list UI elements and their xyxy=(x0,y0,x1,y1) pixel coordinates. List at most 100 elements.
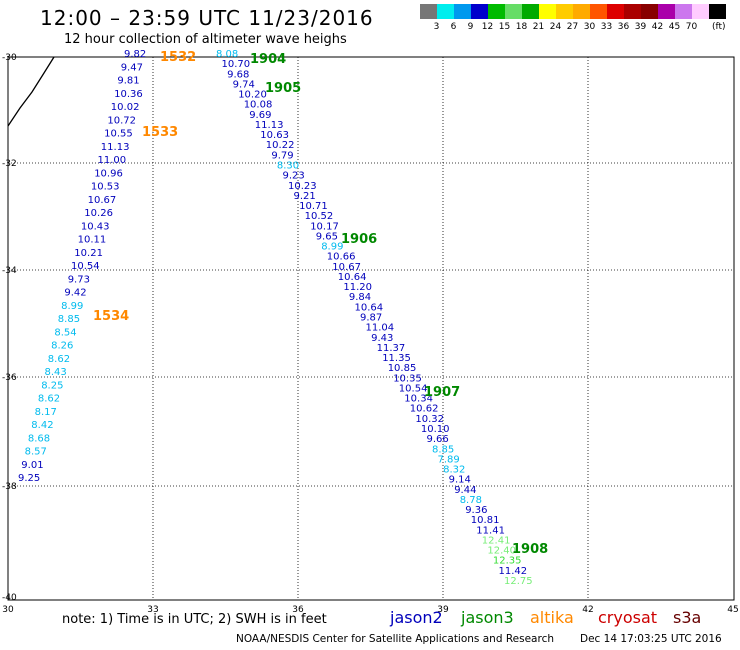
scale-label: 30 xyxy=(583,22,596,32)
color-swatch xyxy=(488,4,505,19)
swh-value: 8.43 xyxy=(45,367,67,378)
color-swatch xyxy=(709,4,726,19)
color-swatch xyxy=(573,4,590,19)
swh-value: 9.21 xyxy=(294,191,316,202)
swh-value: 11.13 xyxy=(101,142,130,153)
swh-value: 10.11 xyxy=(78,235,107,246)
swh-value: 10.63 xyxy=(260,130,289,141)
swh-value: 9.69 xyxy=(249,110,271,121)
swh-value: 11.13 xyxy=(255,120,284,131)
swh-value: 10.70 xyxy=(222,59,251,70)
scale-label: 12 xyxy=(481,22,494,32)
map-grid xyxy=(8,57,734,600)
swh-value: 8.30 xyxy=(277,161,299,172)
lat-tick-label: -38 xyxy=(2,482,17,492)
color-swatch xyxy=(556,4,573,19)
swh-value: 10.22 xyxy=(266,140,295,151)
scale-label: 3 xyxy=(433,22,440,32)
satellite-tracks: 9.82 9.47 9.81 10.36 10.02 10.72 10.55 11.13 11.… xyxy=(18,49,533,587)
swh-value: 9.68 xyxy=(227,69,249,80)
swh-value: 10.54 xyxy=(399,383,428,394)
lon-tick-label: 36 xyxy=(292,605,304,615)
swh-value: 8.99 xyxy=(61,301,83,312)
swh-value: 9.74 xyxy=(233,79,255,90)
scale-label: 21 xyxy=(532,22,545,32)
swh-value: 10.72 xyxy=(107,115,136,126)
swh-value: 11.41 xyxy=(476,525,505,536)
scale-label: 27 xyxy=(566,22,579,32)
swh-value: 10.53 xyxy=(91,182,120,193)
swh-value: 12.41 xyxy=(482,536,511,547)
swh-value: 12.75 xyxy=(504,576,533,587)
swh-value: 8.08 xyxy=(216,49,238,60)
pass-number-label: 1532 xyxy=(160,50,196,65)
swh-value: 8.32 xyxy=(443,465,465,476)
swh-value: 10.43 xyxy=(81,221,110,232)
swh-value: 10.20 xyxy=(238,90,267,101)
color-swatch xyxy=(539,4,556,19)
swh-value: 9.44 xyxy=(454,485,476,496)
swh-value: 9.14 xyxy=(449,475,471,486)
swh-value: 8.99 xyxy=(321,242,343,253)
color-swatch xyxy=(454,4,471,19)
color-swatch xyxy=(641,4,658,19)
pass-number-label: 1904 xyxy=(250,52,286,67)
pass-number-label: 1533 xyxy=(142,125,178,140)
pass-labels: 1532 1533 1534 1904 1905 1906 1907 1908 xyxy=(93,50,548,557)
swh-value: 9.23 xyxy=(283,171,305,182)
swh-value: 10.08 xyxy=(244,100,273,111)
color-swatch xyxy=(658,4,675,19)
scale-label: 36 xyxy=(617,22,630,32)
legend-altika: altika xyxy=(530,608,574,627)
swh-value: 10.64 xyxy=(355,302,384,313)
pass-number-label: 1908 xyxy=(512,542,548,557)
lat-tick-label: -36 xyxy=(2,373,17,383)
swh-value: 10.67 xyxy=(88,195,117,206)
legend-jason2: jason2 xyxy=(390,608,443,627)
swh-value: 10.21 xyxy=(74,248,103,259)
swh-value: 9.73 xyxy=(68,274,90,285)
swh-value: 9.47 xyxy=(121,62,143,73)
swh-value: 11.42 xyxy=(499,566,528,577)
swh-value: 10.67 xyxy=(332,262,361,273)
footer-timestamp: Dec 14 17:03:25 UTC 2016 xyxy=(580,633,722,645)
scale-label: 42 xyxy=(651,22,664,32)
swh-value: 11.20 xyxy=(343,282,372,293)
legend-s3a: s3a xyxy=(673,608,702,627)
map-frame xyxy=(7,56,735,601)
swh-value: 9.82 xyxy=(124,49,146,60)
pass-number-label: 1906 xyxy=(341,232,377,247)
map-note: note: 1) Time is in UTC; 2) SWH is in fe… xyxy=(62,612,327,627)
color-swatch xyxy=(607,4,624,19)
swh-value: 10.52 xyxy=(305,211,334,222)
pass-number-label: 1905 xyxy=(265,81,301,96)
legend-cryosat: cryosat xyxy=(598,608,658,627)
swh-value: 11.37 xyxy=(377,343,406,354)
color-swatch xyxy=(692,4,709,19)
swh-value: 8.62 xyxy=(48,354,70,365)
swh-value: 9.01 xyxy=(21,460,43,471)
scale-label: 6 xyxy=(450,22,457,32)
scale-label: 45 xyxy=(668,22,681,32)
axis-ticks: 30 33 36 39 42 45 -30 -32 -34 -36 -38 -40 xyxy=(2,53,739,615)
swh-value: 9.65 xyxy=(316,231,338,242)
swh-value: 10.26 xyxy=(84,208,113,219)
scale-unit: (ft) xyxy=(712,22,726,32)
swh-value: 8.68 xyxy=(28,433,50,444)
color-swatch xyxy=(420,4,437,19)
color-swatch xyxy=(590,4,607,19)
swh-value: 10.34 xyxy=(404,394,433,405)
pass-number-label: 1907 xyxy=(424,385,460,400)
swh-value: 8.25 xyxy=(41,380,63,391)
swh-value: 10.23 xyxy=(288,181,317,192)
color-swatch xyxy=(624,4,641,19)
swh-value: 10.36 xyxy=(114,89,143,100)
swh-value: 10.02 xyxy=(111,102,140,113)
swh-value: 8.62 xyxy=(38,394,60,405)
lat-tick-label: -32 xyxy=(2,159,17,169)
swh-value: 9.87 xyxy=(360,313,382,324)
swh-value: 9.25 xyxy=(18,473,40,484)
lon-tick-label: 30 xyxy=(2,605,14,615)
color-swatch xyxy=(471,4,488,19)
